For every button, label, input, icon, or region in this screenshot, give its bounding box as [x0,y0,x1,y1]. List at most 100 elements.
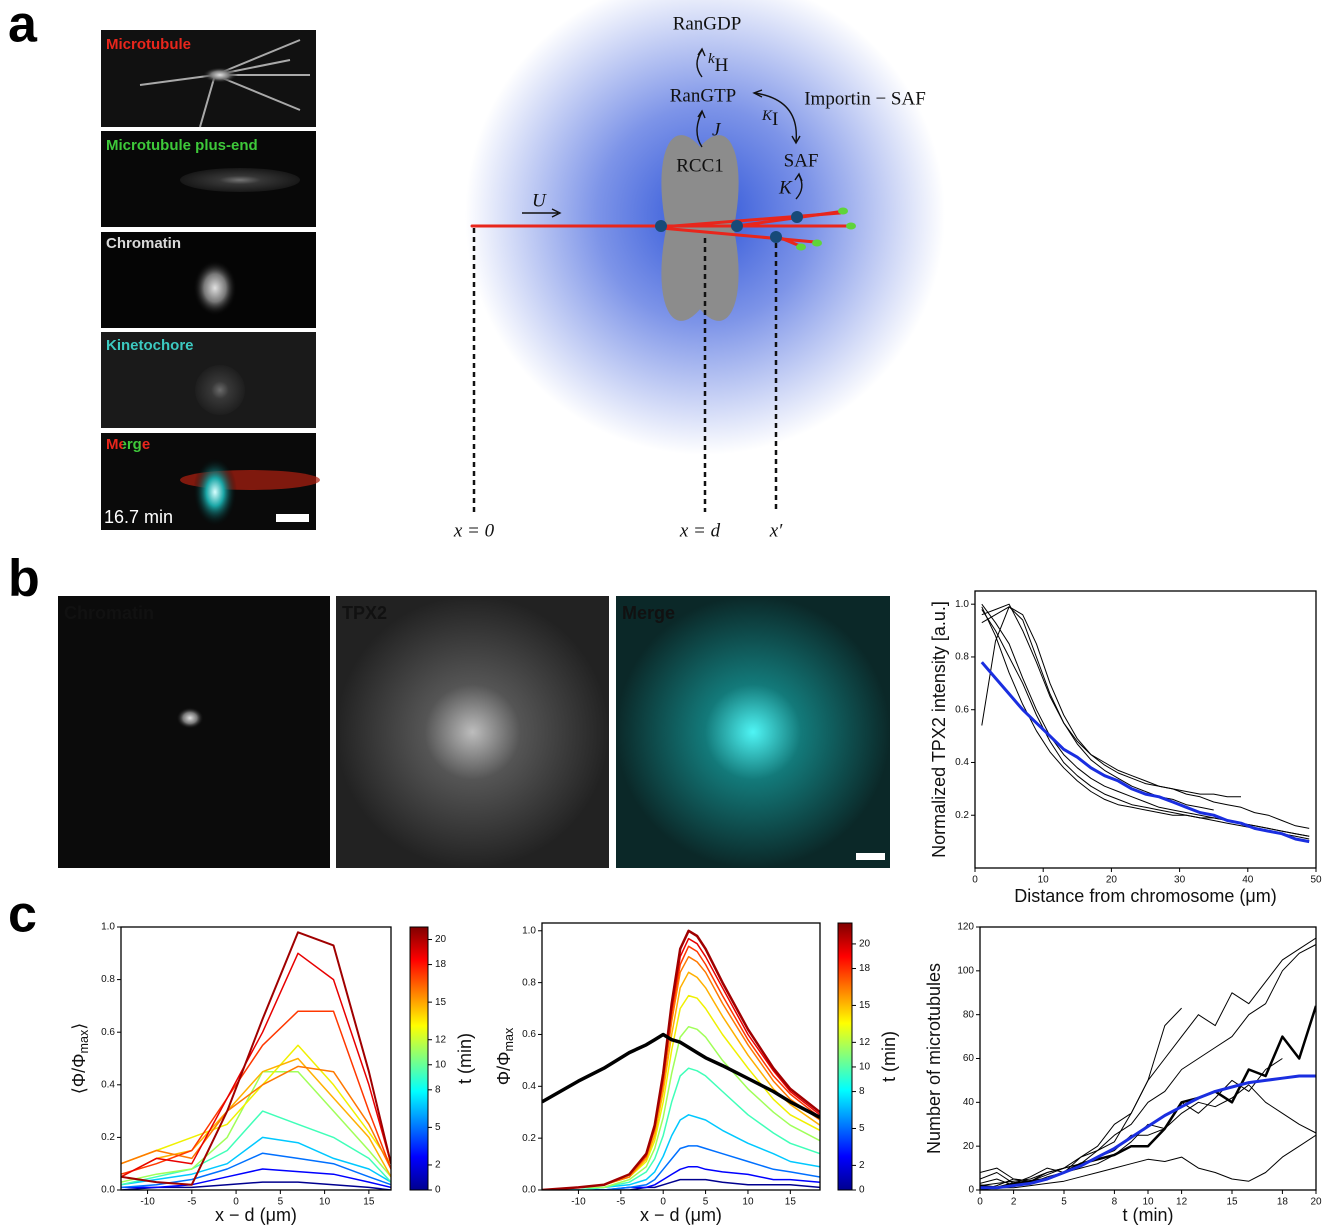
data-line [121,1110,391,1186]
colorbar-tick-label: 2 [435,1160,441,1171]
y-tick-label: 0.6 [955,704,969,715]
colorbar-label: t (min) [879,1031,899,1082]
label-part: ⟨Φ/Φ [69,1054,89,1095]
label-subscript: max [502,1027,516,1051]
y-tick-label: 1.0 [101,922,115,933]
series-group [542,929,820,1190]
data-line [542,1114,820,1190]
timestamp: 16.7 min [104,507,173,527]
y-tick-label: 1.0 [522,925,536,936]
diagram-label: SAF [784,150,819,171]
x-tick-label: -5 [616,1197,625,1208]
colorbar-tick-label: 2 [859,1160,865,1171]
colorbar-tick-label: 10 [435,1059,447,1070]
data-line [542,1178,820,1190]
micrograph-label: Kinetochore [106,337,194,354]
data-line [980,1074,1316,1190]
micrograph-label: Merge [622,603,675,623]
colorbar-tick-label: 18 [435,959,447,970]
y-tick-label: 0.2 [955,810,969,821]
data-line [980,1058,1283,1187]
micrograph-label: Microtubule [106,36,191,53]
colorbar-tick-label: 12 [435,1034,447,1045]
colorbar-tick-label: 0 [435,1185,441,1196]
position-markers [472,228,778,512]
y-axis-label: Φ/Φmax [494,1027,517,1085]
diagram-label: RanGDP [673,13,742,34]
series-group [980,937,1316,1190]
nucleation-sites [655,211,803,243]
y-axis-label: ⟨Φ/Φmax⟩ [69,1023,92,1095]
subscript: H [715,55,729,76]
colorbar-tick-label: 8 [435,1084,441,1095]
y-axis-label: Number of microtubules [924,963,944,1154]
panel-label: a [8,0,38,54]
x-tick-label: 0 [660,1197,666,1208]
colorbar-tick-label: 8 [859,1086,865,1097]
colorbar-tick-label: 5 [859,1123,865,1134]
data-line [981,603,1241,798]
data-line [542,1145,820,1190]
x-tick-label: 2 [1011,1197,1017,1208]
y-tick-label: 0.2 [522,1133,536,1144]
y-tick-label: 0.2 [101,1132,115,1143]
chart: 0 10 20 30 40 50 0.2 0.4 0.6 0.8 1.0 Distance from … [929,590,1322,906]
chart: -10 -5 0 5 10 15 0.0 0.2 0.4 0.6 0.8 1.0 x − d (μm) Φ… [494,922,899,1225]
micrograph-label: Merge [106,436,150,453]
micrograph-stack: Microtubule Microtubule plus-end Chromat… [101,30,320,530]
micrograph [616,596,890,868]
data-line [121,1065,391,1170]
y-tick-label: 0.6 [522,1029,536,1040]
symbol: k [708,51,715,67]
x-tick-label: 10 [742,1197,754,1208]
diagram-label: KI [761,108,778,130]
data-line [121,1136,391,1186]
x-tick-label: 40 [1242,875,1254,886]
data-line [121,1168,391,1189]
colorbar-tick-label: 5 [435,1122,441,1133]
plot-frame [979,926,1317,1191]
label-subscript: max [77,1029,91,1053]
colorbar-tick-label: 20 [435,934,447,945]
diagram-label: x′ [769,520,783,541]
plus-ends [180,168,300,192]
scale-bar [856,853,885,860]
x-tick-label: 10 [1142,1197,1154,1208]
colorbar [409,926,429,1191]
x-axis-label: x − d (μm) [640,1205,722,1225]
symbol: K [761,108,773,124]
panel-label: b [8,550,40,608]
y-tick-label: 0.4 [522,1081,536,1092]
scale-bar [276,514,309,522]
x-tick-label: 15 [1226,1197,1238,1208]
data-line [542,1032,820,1119]
diagram-label: J [712,119,722,140]
colorbar-tick-label: 10 [859,1062,871,1073]
data-line [980,661,1310,844]
y-tick-label: 0.8 [101,974,115,985]
micrograph-label: Chromatin [106,235,181,252]
diagram-label: K [778,177,793,198]
data-line [980,1084,1316,1182]
plot-frame [541,922,821,1191]
y-tick-label: 120 [957,922,974,933]
x-tick-label: 0 [977,1197,983,1208]
data-line [121,952,391,1178]
y-tick-label: 20 [963,1141,975,1152]
data-line [542,1025,820,1190]
data-line [542,955,820,1190]
chart: -10 -5 0 5 10 15 0.0 0.2 0.4 0.6 0.8 1.0 x − d (μm) ⟨… [69,922,475,1225]
y-tick-label: 1.0 [955,599,969,610]
series-group [980,603,1310,844]
y-tick-label: 0.0 [101,1185,115,1196]
data-line [121,931,391,1186]
colorbar-label: t (min) [455,1033,475,1084]
colorbar-tick-label: 0 [859,1185,865,1196]
diagram-label: x = 0 [453,520,495,541]
y-tick-label: 0.0 [522,1185,536,1196]
chromatin-spot [176,707,204,729]
y-tick-label: 0.6 [101,1027,115,1038]
x-tick-label: 0 [233,1197,239,1208]
diagram-label: RCC1 [676,155,724,176]
